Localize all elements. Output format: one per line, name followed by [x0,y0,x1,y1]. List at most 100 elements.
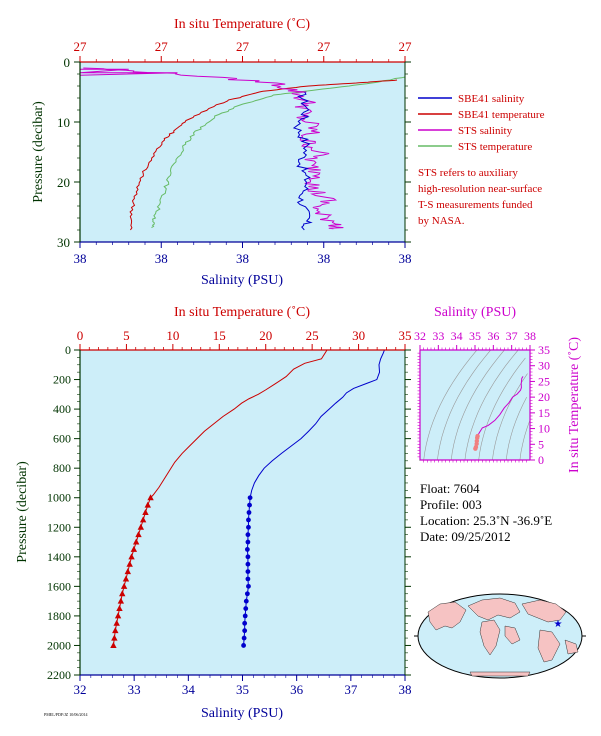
ts-temp-tick-label: 30 [538,359,550,373]
date: Date: 09/25/2012 [420,529,511,544]
main-pressure-tick-label: 1000 [47,491,71,505]
main-temp-tick-label: 35 [399,328,412,343]
temperature-point [117,597,125,604]
salinity-point [244,547,250,552]
salinity-point [244,591,250,597]
salinity-point [245,532,251,538]
ts-temp-tick-label: 0 [538,453,544,467]
salinity-point [243,598,249,604]
ts-temp-tick-label: 20 [538,390,550,404]
sts-note-line-4: by NASA. [418,215,465,227]
salinity-point [247,495,253,501]
ts-chart-salinity-label: Salinity (PSU) [434,305,516,320]
ts-temp-tick-label: 5 [538,437,544,451]
main-temp-tick-label: 0 [77,328,84,343]
ts-chart-series [423,349,530,461]
top-pressure-tick-label: 0 [64,55,71,70]
top-chart: 27 27 27 27 27 38 38 38 38 38 0 10 20 30 In situ Temp… [31,17,412,288]
temperature-point [142,509,149,515]
top-chart-axes: 27 27 27 27 27 38 38 38 38 38 0 10 20 30 [57,39,412,266]
main-chart-series [110,349,385,648]
ts-sal-tick-label: 35 [469,329,481,343]
top-pressure-tick-label: 20 [57,175,70,190]
top-temp-tick-label: 27 [317,39,331,54]
ts-sal-tick-label: 36 [487,329,499,343]
footer-credit: PMEL/PDF/JZ 10/06/2014 [44,712,87,717]
legend-label-sts-salinity: STS salinity [458,125,513,137]
main-pressure-tick-label: 1800 [47,609,71,623]
main-pressure-tick-label: 1200 [47,520,71,534]
sbe41-temperature-line [129,79,398,231]
ts-chart-temperature-label: In situ Temperature (˚C) [567,337,582,473]
ts-deep-point [475,433,480,439]
temperature-point [130,545,138,552]
top-sal-tick-label: 38 [74,251,87,266]
main-temp-tick-label: 30 [352,328,365,343]
sts-salinity-line [83,67,344,230]
salinity-point [242,620,248,626]
temperature-point [124,568,132,575]
ts-temp-tick-label: 35 [538,343,550,357]
float-id: Float: 7604 [420,481,480,496]
ts-sal-tick-label: 38 [524,329,536,343]
float-location-marker-icon: ★ [554,619,563,630]
main-pressure-tick-label: 600 [53,432,71,446]
main-chart-pressure-label: Pressure (decibar) [15,461,30,563]
temperature-point [112,627,119,634]
legend-label-sbe41-salinity: SBE41 salinity [458,93,525,105]
main-pressure-tick-label: 1400 [47,550,71,564]
main-sal-tick-label: 33 [128,682,141,697]
main-pressure-tick-label: 2000 [47,638,71,652]
main-chart-axes: 0 5 10 15 20 25 30 35 32 33 34 35 36 37 38 0 200 400 600 80… [47,328,412,697]
top-temp-tick-label: 27 [399,39,413,54]
top-sal-tick-label: 38 [399,251,412,266]
sts-note-line-2: high-resolution near-surface [418,183,542,195]
map-land [427,597,579,677]
top-chart-plot-area [79,61,406,243]
salinity-point [246,510,252,515]
density-contour [423,349,478,461]
density-contour [450,349,505,461]
profile-number: Profile: 003 [420,497,482,512]
sts-note-line-1: STS refers to auxiliary [418,167,518,179]
ts-deep-point [473,444,479,450]
main-sal-tick-label: 35 [236,682,249,697]
temperature-point [132,538,140,545]
sts-note-line-3: T-S measurements funded [418,199,533,211]
main-temp-tick-label: 5 [123,328,130,343]
ts-sal-tick-label: 37 [506,329,518,343]
temperature-point [110,641,117,648]
temperature-point [116,605,123,612]
legend-label-sbe41-temperature: SBE41 temperature [458,109,545,121]
salinity-point [241,635,247,641]
temperature-point [114,612,122,619]
ts-sal-tick-label: 33 [432,329,444,343]
temperature-point [113,619,120,626]
salinity-point [245,569,251,574]
density-contour [492,373,528,461]
temperature-point [144,501,151,508]
density-contour [505,396,527,461]
top-chart-temperature-label: In situ Temperature (˚C) [174,17,310,32]
top-temp-tick-label: 27 [74,39,88,54]
temperature-point [120,582,128,589]
salinity-point [241,643,246,648]
main-chart-temperature-label: In situ Temperature (˚C) [174,305,310,320]
sbe41-salinity-line [292,91,313,231]
salinity-point [243,606,249,611]
top-pressure-tick-label: 30 [57,235,70,250]
ts-sal-tick-label: 34 [451,329,463,343]
top-pressure-tick-label: 10 [57,115,70,130]
main-sal-tick-label: 36 [290,682,304,697]
main-sal-tick-label: 37 [344,682,358,697]
ts-sal-tick-label: 32 [414,329,426,343]
temperature-point [111,634,118,641]
sts-note: STS refers to auxiliary high-resolution … [418,167,542,227]
main-sal-tick-label: 34 [182,682,196,697]
temperature-point [135,531,142,538]
main-pressure-tick-label: 1600 [47,579,71,593]
top-chart-pressure-label: Pressure (decibar) [31,101,46,203]
top-sal-tick-label: 38 [317,251,330,266]
temperature-point [147,494,154,501]
